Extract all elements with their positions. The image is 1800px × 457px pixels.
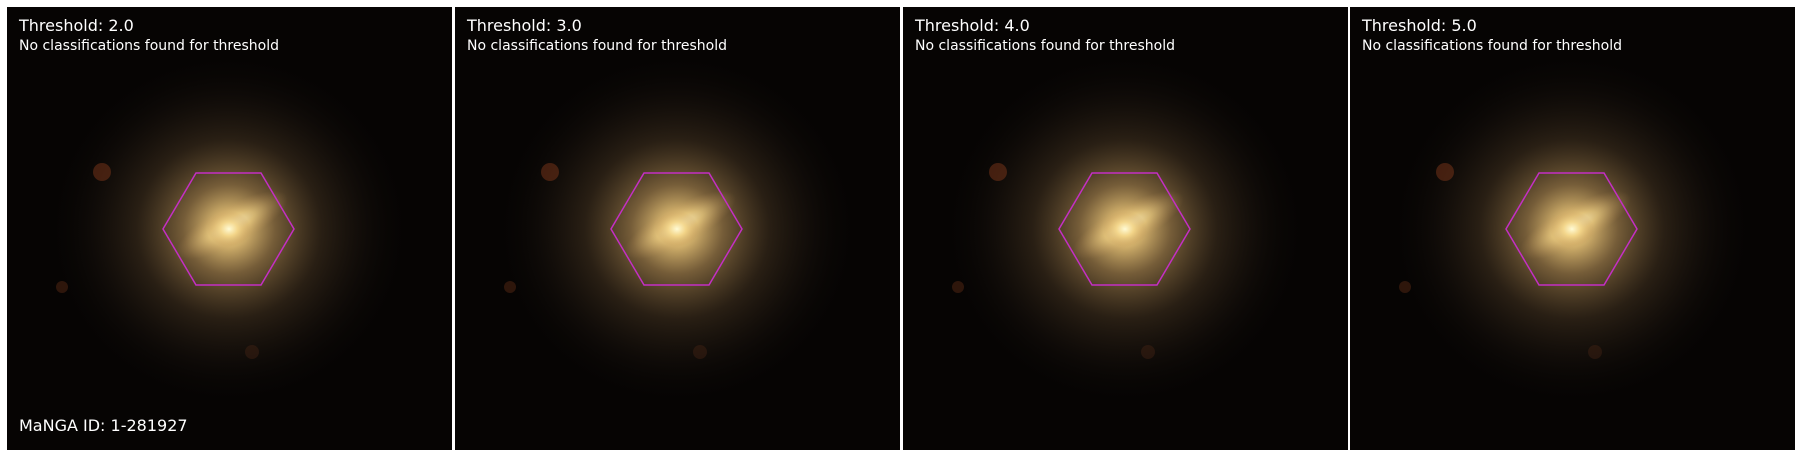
hexagon-ifu-outline	[162, 172, 295, 286]
classification-status: No classifications found for threshold	[19, 38, 279, 54]
threshold-label: Threshold: 2.0	[19, 16, 134, 35]
hexagon-ifu-outline	[1058, 172, 1191, 286]
manga-id-label: MaNGA ID: 1-281927	[19, 416, 188, 435]
classification-status: No classifications found for threshold	[1362, 38, 1622, 54]
galaxy-image	[455, 7, 900, 450]
galaxy-image	[1350, 7, 1795, 450]
threshold-label: Threshold: 5.0	[1362, 16, 1477, 35]
classification-status: No classifications found for threshold	[915, 38, 1175, 54]
hexagon-ifu-outline	[1505, 172, 1638, 286]
classification-status: No classifications found for threshold	[467, 38, 727, 54]
hexagon-ifu-outline	[610, 172, 743, 286]
threshold-label: Threshold: 3.0	[467, 16, 582, 35]
galaxy-panel-2: Threshold: 3.0 No classifications found …	[455, 7, 900, 450]
galaxy-panel-3: Threshold: 4.0 No classifications found …	[903, 7, 1348, 450]
galaxy-image	[903, 7, 1348, 450]
galaxy-panel-1: Threshold: 2.0 No classifications found …	[7, 7, 452, 450]
galaxy-panel-4: Threshold: 5.0 No classifications found …	[1350, 7, 1795, 450]
threshold-label: Threshold: 4.0	[915, 16, 1030, 35]
galaxy-image	[7, 7, 452, 450]
